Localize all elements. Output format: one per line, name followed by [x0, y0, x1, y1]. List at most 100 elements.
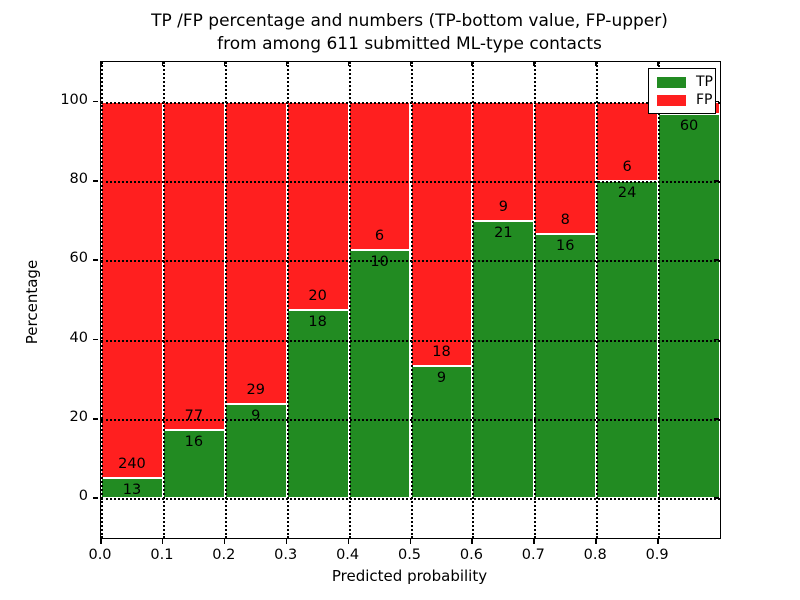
bar-count-label-tp: 10 — [370, 254, 389, 271]
legend-label-fp: FP — [696, 92, 713, 108]
x-axis-tick — [285, 539, 288, 544]
x-axis-tick-top — [223, 61, 226, 66]
y-axis-tick — [93, 338, 98, 341]
bar-segment-tp — [658, 114, 720, 499]
bar-count-label-fp: 6 — [622, 159, 632, 175]
bar-count-label-tp: 9 — [436, 370, 447, 387]
y-axis-tick-right — [714, 100, 719, 103]
y-axis-tick — [93, 259, 98, 261]
y-axis-tick-right — [714, 180, 719, 182]
x-axis-tick-top — [285, 61, 288, 66]
x-tick-label: 0.2 — [212, 547, 236, 563]
y-axis-tick — [93, 418, 98, 420]
y-axis-tick-right — [714, 497, 719, 499]
x-axis-tick-top — [161, 61, 164, 66]
bar-segment-tp — [286, 310, 349, 499]
bar-segment-tp — [348, 250, 411, 499]
x-axis-tick — [100, 539, 102, 544]
x-tick-label: 0.1 — [150, 547, 174, 563]
x-axis-tick-top — [100, 61, 102, 66]
y-tick-label: 20 — [69, 409, 88, 425]
gridline-vertical — [101, 62, 103, 538]
x-tick-label: 0.3 — [274, 547, 298, 563]
bar-segment-fp — [224, 101, 287, 405]
bar-count-label-fp: 20 — [308, 288, 327, 305]
legend-label-tp: TP — [696, 74, 713, 90]
x-axis-tick-top — [533, 61, 535, 66]
x-tick-label: 0.6 — [459, 547, 483, 563]
y-tick-label: 0 — [78, 488, 88, 505]
x-axis-tick-top — [657, 61, 659, 66]
legend-entry-fp: FP — [657, 93, 713, 108]
gridline-vertical — [472, 62, 475, 538]
gridline-vertical — [658, 62, 661, 538]
bar-count-label-tp: 16 — [556, 237, 575, 254]
x-axis-tick — [409, 539, 412, 544]
bar-count-label-tp: 21 — [494, 224, 513, 241]
x-axis-tick — [347, 539, 350, 544]
chart-title: TP /FP percentage and numbers (TP-bottom… — [100, 10, 719, 56]
y-tick-label: 80 — [69, 171, 88, 187]
bar-count-label-tp: 60 — [679, 118, 699, 135]
y-axis-tick — [93, 100, 98, 103]
gridline-vertical — [162, 62, 165, 538]
bar-count-label-tp: 16 — [184, 434, 204, 451]
chart-title-line-1: TP /FP percentage and numbers (TP-bottom… — [151, 11, 668, 31]
y-axis-tick-right — [714, 259, 719, 261]
bar-count-label-fp: 6 — [374, 228, 385, 245]
gridline-vertical — [596, 62, 599, 538]
x-axis-tick — [595, 539, 597, 544]
x-axis-tick — [471, 539, 473, 544]
legend-swatch-fp — [657, 95, 686, 106]
x-tick-label: 0.4 — [336, 547, 360, 563]
gridline-vertical — [410, 62, 413, 538]
x-axis-tick — [657, 539, 659, 544]
bar-count-label-fp: 29 — [246, 382, 265, 399]
bar-segment-fp — [410, 101, 473, 367]
x-tick-label: 0.7 — [521, 547, 545, 563]
bar-count-label-fp: 18 — [432, 344, 451, 361]
x-axis-tick-top — [471, 61, 473, 66]
bar-segment-fp — [162, 101, 225, 431]
bar-count-label-fp: 240 — [118, 455, 146, 472]
bar-segment-tp — [162, 430, 225, 499]
x-axis-tick-top — [347, 61, 350, 66]
bar-count-label-tp: 18 — [308, 314, 327, 331]
gridline-vertical — [534, 62, 537, 538]
bar-count-label-fp: 8 — [560, 211, 570, 228]
gridline-vertical — [286, 62, 289, 538]
x-axis-tick-top — [595, 61, 597, 66]
bar-segment-tp — [534, 233, 597, 499]
x-axis-tick — [161, 539, 164, 544]
bar-segment-fp — [286, 101, 349, 311]
y-tick-label: 100 — [60, 91, 88, 108]
y-axis-tick-right — [714, 338, 719, 341]
y-tick-label: 60 — [69, 250, 88, 267]
x-tick-label: 0.0 — [88, 547, 112, 563]
x-axis-label: Predicted probability — [331, 567, 488, 585]
legend-entry-tp: TP — [657, 75, 713, 90]
y-axis-tick-right — [714, 418, 719, 420]
gridline-vertical — [224, 62, 227, 538]
y-axis-tick — [93, 497, 98, 499]
y-tick-label: 40 — [69, 329, 88, 346]
chart-title-line-2: from among 611 submitted ML-type contact… — [217, 34, 602, 54]
bar-segment-fp — [101, 101, 163, 478]
bar-count-label-tp: 9 — [251, 408, 261, 425]
plot-area: TP FP 240 13 77 16 29 9 20 18 6 10 18 9 9 21 8 16 6 24 60 — [100, 61, 721, 539]
y-axis-tick — [93, 180, 98, 182]
legend-swatch-tp — [657, 77, 686, 88]
x-axis-tick-top — [409, 61, 412, 66]
x-tick-label: 0.8 — [583, 547, 607, 563]
bar-count-label-tp: 24 — [617, 185, 637, 201]
bar-count-label-tp: 13 — [122, 481, 142, 498]
bar-count-label-fp: 9 — [498, 198, 508, 215]
gridline-vertical — [348, 62, 351, 538]
x-axis-tick — [533, 539, 535, 544]
bar-segment-fp — [534, 101, 597, 234]
bar-segment-fp — [348, 101, 411, 251]
bar-count-label-fp: 77 — [184, 408, 204, 425]
legend: TP FP — [648, 68, 716, 114]
x-tick-label: 0.5 — [397, 547, 422, 563]
